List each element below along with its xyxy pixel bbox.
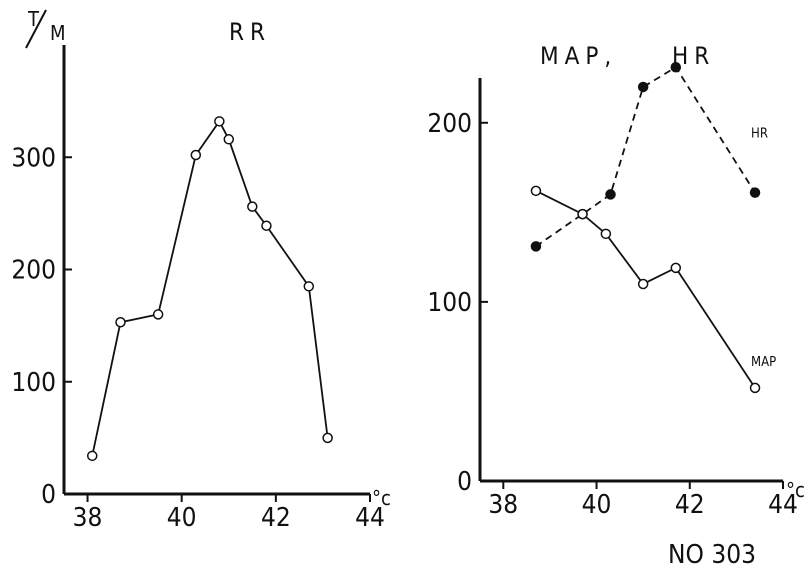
map-hr-x-tick-label: 42 <box>675 490 705 520</box>
rr-x-tick-label: 40 <box>167 503 197 533</box>
map-hr-y-tick-label: 200 <box>427 109 472 139</box>
rr-chart: T M RR 0 100 200 300 38 40 42 44°c <box>11 7 391 533</box>
rr-axes: 0 100 200 300 38 40 42 44°c <box>11 45 391 533</box>
map-hr-point-hr <box>605 189 616 200</box>
map-hr-axes: 0 100 200 38 40 42 44°c <box>427 78 805 520</box>
map-hr-series-label-hr: HR <box>751 127 768 142</box>
map-hr-x-tick-label: 38 <box>488 490 518 520</box>
rr-point-0 <box>86 450 98 462</box>
map-hr-title-left: MAP, <box>540 42 617 70</box>
rr-y-tick-label: 200 <box>11 256 56 286</box>
rr-x-unit: °c <box>372 486 391 510</box>
map-hr-y-tick-label: 0 <box>457 467 472 497</box>
rr-y-tick-label: 0 <box>41 480 56 510</box>
map-hr-series-label-map: MAP <box>751 355 776 370</box>
map-hr-series-line-map <box>535 190 756 389</box>
map-hr-x-tick-label: 44 <box>768 490 798 520</box>
map-hr-y-tick-label: 100 <box>427 288 472 318</box>
map-hr-point-map <box>670 262 682 274</box>
rr-x-tick-label: 42 <box>261 503 291 533</box>
map-hr-point-map <box>637 278 649 290</box>
map-hr-point-map <box>577 208 588 220</box>
map-hr-marks: HR MAP <box>530 62 776 394</box>
rr-y-tick-label: 100 <box>11 368 56 398</box>
rr-point-0 <box>152 309 164 320</box>
rr-point-0 <box>303 281 315 292</box>
map-hr-series-line-hr <box>535 66 756 248</box>
footer-text: NO 303 <box>668 540 756 570</box>
map-hr-point-hr <box>530 241 542 252</box>
rr-ylabel-bottom: M <box>50 21 66 45</box>
rr-series-line-0 <box>91 119 329 457</box>
map-hr-x-tick-label: 40 <box>582 490 612 520</box>
map-hr-point-hr <box>749 187 761 198</box>
map-hr-point-map <box>749 382 761 394</box>
rr-ylabel-top: T <box>27 7 40 31</box>
rr-title: RR <box>229 18 271 46</box>
rr-point-0 <box>322 432 333 444</box>
map-hr-point-hr <box>670 62 682 73</box>
rr-marks <box>86 116 333 462</box>
map-hr-point-hr <box>637 81 649 93</box>
rr-point-0 <box>190 149 202 161</box>
rr-point-0 <box>261 220 272 231</box>
map-hr-x-unit: °c <box>786 478 805 502</box>
rr-point-0 <box>247 201 258 212</box>
rr-x-tick-label: 44 <box>355 503 385 533</box>
rr-x-tick-label: 38 <box>73 503 103 533</box>
rr-point-0 <box>115 317 126 328</box>
map-hr-point-map <box>530 185 542 197</box>
rr-point-0 <box>214 116 225 127</box>
rr-y-tick-label: 300 <box>11 143 56 173</box>
rr-ylabel-slash <box>25 9 47 49</box>
map-hr-point-map <box>600 228 612 240</box>
rr-point-0 <box>223 134 235 145</box>
map-hr-chart: MAP, HR 0 100 200 38 40 42 44°c HR MAP <box>427 42 805 520</box>
